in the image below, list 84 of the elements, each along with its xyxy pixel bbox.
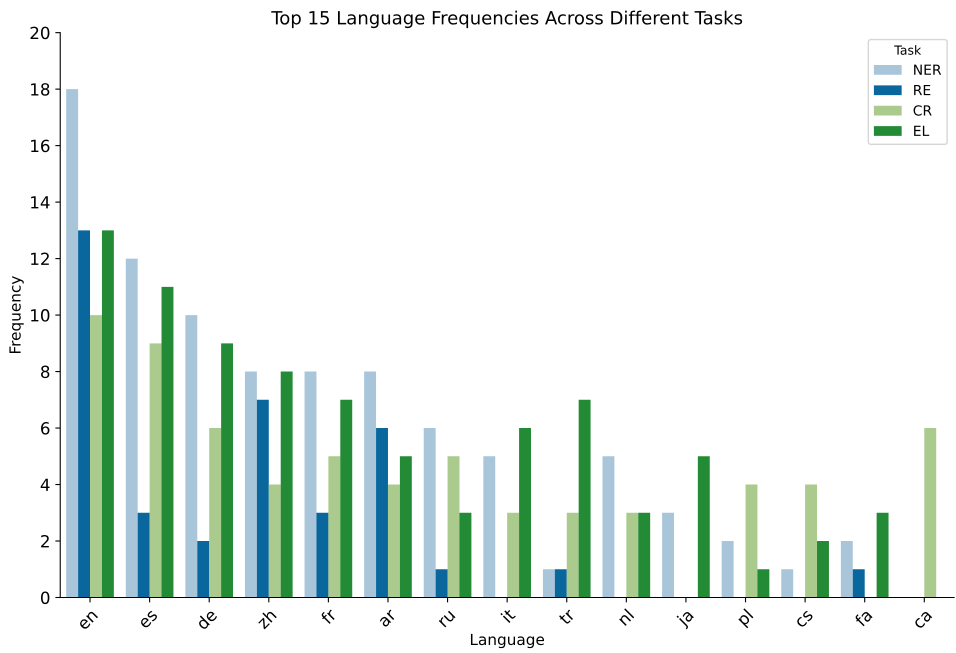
bar [519,428,531,598]
bar [244,372,257,598]
x-tick-label: fr [320,607,338,625]
bar [448,456,460,598]
bar [256,400,269,598]
bar [209,428,222,598]
bar [316,512,328,598]
x-tick-label: ca [914,610,932,630]
bar [126,258,138,598]
bar [138,512,150,598]
bar [304,372,316,598]
legend-label: CR [914,105,932,116]
bar [566,512,579,598]
bar [162,286,174,598]
y-tick-label: 12 [31,252,49,265]
bar [436,569,448,598]
bar [602,456,614,598]
x-tick-label: en [78,610,98,630]
y-tick-label: 0 [41,591,50,604]
bar [746,484,758,598]
y-tick-label: 2 [41,534,49,548]
x-tick-label: ru [438,610,456,628]
bar [554,569,567,598]
y-tick-label: 16 [31,140,50,152]
bar [459,512,472,598]
bar [817,541,829,598]
y-tick-label: 4 [40,478,50,491]
bar [340,400,352,598]
bar [662,512,674,598]
bar [578,400,591,598]
bar [102,230,114,598]
bar [924,428,936,598]
x-tick-label: ja [675,608,696,630]
bar [197,541,210,598]
x-tick-label: es [139,610,158,630]
legend-title: Task [894,45,922,55]
x-tick-label: cs [795,610,814,628]
x-tick-label: fa [854,608,873,628]
bar [542,569,555,598]
x-tick-label: de [195,608,218,630]
x-tick-label: ar [378,610,398,628]
y-tick-label: 14 [31,196,50,208]
bar [388,484,400,598]
bar [66,89,78,598]
bar [876,512,889,598]
bar [424,428,436,598]
bar [78,230,90,598]
bar [328,456,340,598]
chart-title: Top 15 Language Frequencies Across Different Tasks [271,10,742,28]
x-axis-title: Language [470,634,544,648]
bar [781,569,794,598]
legend-label: EL [914,126,930,136]
bar [840,541,853,598]
bar [852,569,865,598]
y-tick-label: 6 [41,422,50,435]
x-tick-label: tr [558,608,576,626]
bar [268,484,281,598]
bar [698,456,710,598]
bar [638,512,650,598]
bar [150,343,162,598]
y-axis-title: Frequency [9,276,24,354]
bar [90,315,102,598]
legend-label: NER [914,64,942,75]
y-tick-label: 20 [30,26,50,40]
bar [626,512,638,598]
bar [185,315,198,598]
bar [483,456,496,598]
bar [757,569,770,598]
bar [221,343,234,598]
x-tick-label: nl [616,608,634,626]
x-tick-label: pl [736,608,756,628]
bar [364,372,376,598]
x-tick-label: zh [256,608,277,630]
legend-label: RE [914,85,930,96]
bar [805,484,818,598]
y-tick-label: 18 [31,83,50,96]
bar [280,372,293,598]
y-tick-label: 8 [41,366,50,378]
bar [376,428,388,598]
y-tick-label: 10 [31,309,50,322]
bar [507,512,520,598]
bar [722,541,734,598]
bar [400,456,412,598]
x-tick-label: it [500,608,516,623]
